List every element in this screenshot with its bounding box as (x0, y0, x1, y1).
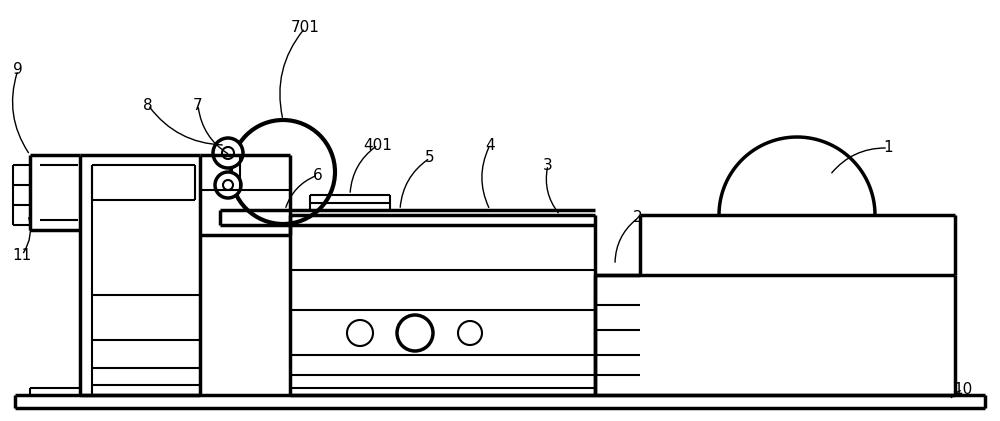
Circle shape (215, 172, 241, 198)
Text: 10: 10 (953, 383, 973, 397)
Circle shape (397, 315, 433, 351)
Text: 701: 701 (291, 21, 319, 35)
Circle shape (458, 321, 482, 345)
Circle shape (223, 180, 233, 190)
Text: 4: 4 (485, 138, 495, 152)
Text: 8: 8 (143, 98, 153, 112)
Text: 7: 7 (193, 98, 203, 112)
Text: 2: 2 (633, 210, 643, 226)
Text: 3: 3 (543, 157, 553, 173)
Circle shape (231, 120, 335, 224)
Text: 401: 401 (364, 138, 392, 152)
Circle shape (213, 138, 243, 168)
Text: 1: 1 (883, 141, 893, 155)
Text: 6: 6 (313, 168, 323, 182)
Text: 5: 5 (425, 150, 435, 165)
Circle shape (222, 147, 234, 159)
Text: 9: 9 (13, 62, 23, 77)
Circle shape (347, 320, 373, 346)
Text: 11: 11 (12, 248, 32, 263)
